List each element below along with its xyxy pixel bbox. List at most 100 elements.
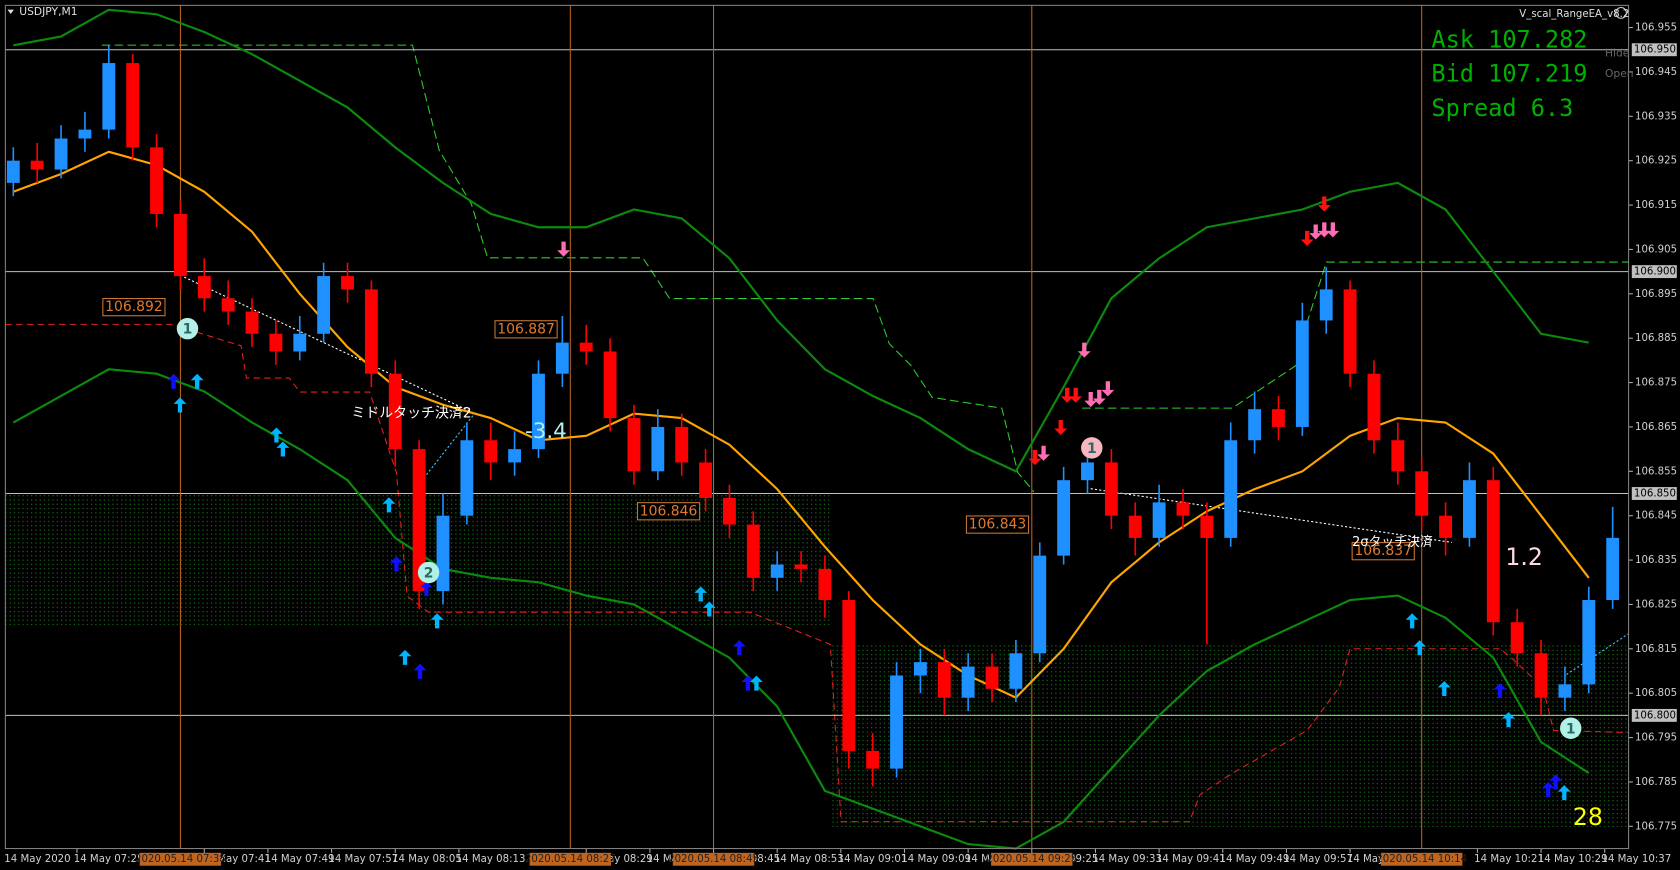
y-tick-label: 106.825 (1635, 599, 1677, 610)
price-label: 106.887 (497, 321, 555, 337)
sell-arrow (1101, 381, 1115, 397)
hide-button[interactable]: Hide (1605, 47, 1630, 60)
candle-body (1295, 320, 1309, 427)
price-label-box (965, 515, 1030, 534)
sell-arrow (1028, 450, 1042, 466)
x-tick-label: 14 May 08:29 (583, 854, 653, 865)
candle-body (555, 342, 569, 374)
buy-arrow (1413, 640, 1427, 656)
plot-frame (4, 4, 1630, 850)
sell-arrow (1037, 445, 1050, 461)
sell-arrow (1300, 230, 1314, 246)
price-label: 106.837 (1354, 543, 1412, 559)
candle-body (603, 351, 617, 419)
ask-text: Ask 107.282 (1431, 25, 1587, 53)
candle-body (1248, 409, 1262, 441)
candle-body (1009, 653, 1023, 689)
signal-marker (1081, 437, 1103, 459)
candle-body (436, 515, 450, 592)
level-label-box (1631, 708, 1677, 722)
trade-line (1566, 633, 1629, 675)
candle-body (1558, 684, 1572, 698)
y-tick-label: 106.935 (1635, 111, 1677, 122)
menu-icon[interactable] (7, 9, 14, 14)
level-label: 106.850 (1634, 489, 1676, 500)
candle-body (484, 440, 498, 463)
candle-body (913, 662, 927, 676)
trail-line (101, 44, 1035, 493)
price-label-box (636, 502, 701, 521)
candle-body (78, 129, 92, 139)
buy-arrow (390, 556, 403, 572)
x-tick-label: 14 May 08:13 (456, 854, 526, 865)
x-tick-label: 14 May 07:25 (74, 854, 144, 865)
candle-body (1319, 289, 1333, 321)
x-tick-label: 14 May 07:41 (201, 854, 271, 865)
candle-body (293, 333, 307, 352)
signal-marker-label: 2 (424, 566, 434, 582)
candle-layer (6, 45, 1620, 787)
buy-arrow (398, 649, 412, 665)
time-label-box (139, 852, 222, 866)
candle-body (1391, 440, 1405, 472)
y-tick-label: 106.785 (1635, 777, 1677, 788)
level-label-box (1631, 487, 1677, 500)
candle-body (173, 213, 187, 277)
candle-body (269, 333, 283, 352)
x-tick-label: 14 May 10:37 (1601, 854, 1671, 865)
candle-body (1415, 471, 1429, 516)
x-tick-label: 14 May 09:01 (838, 854, 908, 865)
price-label: 106.846 (640, 503, 698, 519)
candle-body (245, 311, 259, 334)
sell-arrow (1069, 387, 1083, 403)
candle-body (460, 440, 474, 516)
sell-arrow (1077, 342, 1091, 358)
spread-text: Spread 6.3 (1431, 94, 1573, 122)
candle-body (1582, 600, 1596, 685)
candle-body (961, 666, 975, 698)
y-tick-label: 106.885 (1635, 333, 1677, 344)
x-tick-label: 14 May 08:53 (774, 854, 844, 865)
price-label: 106.892 (105, 299, 163, 315)
buy-arrow (750, 675, 763, 691)
time-label: 2020.05.14 08:45 (668, 854, 759, 865)
price-label-box (102, 297, 166, 317)
annotation: 2σタッチ決済 (1352, 534, 1433, 550)
x-tick-label: 14 May 09:33 (1092, 854, 1162, 865)
x-tick-label: 14 May 07:57 (328, 854, 398, 865)
x-tick-label: 14 May 10:21 (1474, 854, 1544, 865)
grid-layer: 106.955 106.945 106.935 106.925 106.915 106.9… (5, 5, 1677, 866)
candle-body (54, 138, 68, 170)
signal-marker-label: 1 (1566, 721, 1576, 737)
buy-arrow (694, 586, 708, 602)
candle-body (30, 160, 44, 170)
time-label: 2020.05.14 08:27 (525, 854, 616, 865)
candle-body (1606, 537, 1620, 601)
candle-body (126, 63, 140, 148)
y-tick-label: 106.905 (1635, 244, 1677, 255)
open-button[interactable]: Open (1605, 67, 1634, 80)
date-label: 14 May 2020 (4, 854, 70, 865)
sell-arrow (1084, 392, 1098, 408)
price-label: 106.843 (969, 517, 1027, 533)
y-tick-label: 106.865 (1635, 422, 1677, 433)
candle-body (818, 568, 832, 601)
signal-marker-label: 1 (1087, 441, 1097, 457)
buy-arrow (270, 427, 283, 443)
buy-arrow (1437, 680, 1451, 696)
buy-arrow (382, 497, 396, 513)
candle-body (842, 600, 856, 751)
candle-body (579, 342, 593, 352)
candle-body (388, 373, 402, 450)
candle-body (1439, 515, 1452, 538)
level-label-box (1631, 43, 1677, 57)
y-tick-label: 106.915 (1635, 200, 1677, 211)
time-label-box (529, 852, 612, 866)
y-tick-label: 106.845 (1635, 511, 1677, 522)
candle-body (890, 675, 903, 769)
candle-body (150, 147, 163, 214)
buy-arrow (1557, 785, 1571, 801)
ea-icon[interactable] (1615, 6, 1627, 19)
sell-arrow (1326, 222, 1340, 238)
